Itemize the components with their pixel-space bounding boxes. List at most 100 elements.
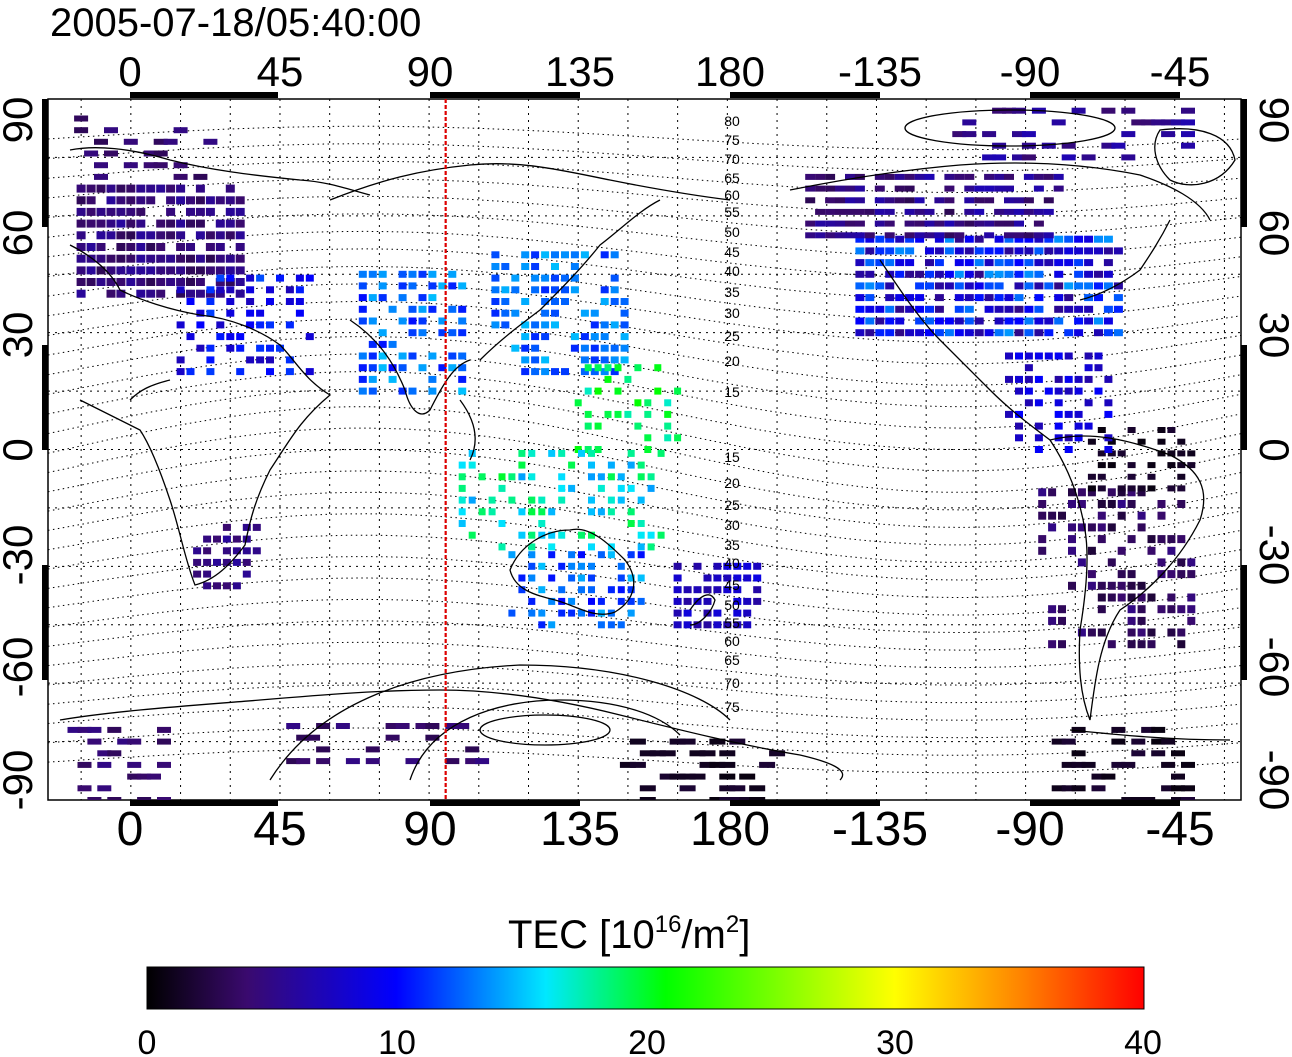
tec-cell <box>1177 485 1186 492</box>
tec-cell <box>276 274 284 282</box>
tec-cell <box>1094 317 1103 325</box>
tec-cell <box>76 243 86 251</box>
tec-cell <box>1044 329 1054 337</box>
tec-cell <box>1107 581 1116 590</box>
bottom-lon-label: -135 <box>832 803 928 856</box>
tec-cell <box>1054 317 1064 325</box>
tec-cell <box>285 286 294 294</box>
tec-cell <box>875 282 885 290</box>
tec-cell <box>637 597 645 605</box>
tec-cell <box>1033 232 1044 239</box>
right-lat-label: -90 <box>1251 750 1292 811</box>
tec-cell <box>86 184 96 193</box>
tec-cell <box>875 305 885 313</box>
tec-cell <box>1097 462 1106 469</box>
tec-cell <box>378 294 387 302</box>
tec-cell <box>176 243 186 251</box>
tec-cell <box>855 294 865 302</box>
tec-cell <box>597 484 605 492</box>
tec-cell <box>673 586 682 594</box>
tec-cell <box>116 219 126 228</box>
tec-cell <box>195 207 205 216</box>
tec-cell <box>1167 570 1176 579</box>
tec-cell <box>508 609 516 617</box>
tec-cell <box>528 574 536 582</box>
tec-cell <box>634 399 642 407</box>
tec-cell <box>455 723 470 729</box>
tec-cell <box>1167 485 1176 492</box>
tec-cell <box>974 235 984 243</box>
tec-cell <box>1127 535 1136 544</box>
tec-cell <box>1121 797 1136 800</box>
tec-cell <box>87 797 102 800</box>
left-lat-label: -60 <box>0 637 41 698</box>
tec-cell <box>588 586 595 594</box>
tec-cell <box>235 289 245 298</box>
tec-cell <box>1064 410 1073 418</box>
tec-cell <box>1034 294 1044 302</box>
tec-cell <box>974 317 984 325</box>
tec-cell <box>215 243 225 251</box>
tec-cell <box>604 364 612 372</box>
tec-cell <box>723 621 732 629</box>
tec-cell <box>1054 270 1064 278</box>
tec-cell <box>491 251 500 259</box>
tec-cell <box>904 185 915 192</box>
tec-cell <box>1127 593 1136 602</box>
tec-cell <box>438 282 447 290</box>
tec-cell <box>1087 485 1096 492</box>
contour-label: 20 <box>724 475 740 491</box>
tec-cell <box>1054 375 1063 383</box>
tec-cell <box>964 235 974 243</box>
tec-cell <box>914 208 925 215</box>
tec-cell <box>1141 797 1156 800</box>
tec-cell <box>934 259 944 267</box>
top-lon-label: -135 <box>838 48 922 95</box>
tec-cell <box>408 270 417 278</box>
tec-cell <box>1157 558 1166 567</box>
tec-cell <box>617 484 625 492</box>
tec-cell <box>693 586 702 594</box>
tec-cell <box>222 535 231 543</box>
tec-cell <box>885 329 895 337</box>
tec-cell <box>96 254 106 263</box>
tec-cell <box>749 785 766 792</box>
tec-cell <box>156 254 166 263</box>
tec-cell <box>488 496 496 504</box>
tec-cell <box>1021 131 1036 138</box>
tec-cell <box>584 446 592 453</box>
tec-cell <box>905 270 915 278</box>
tec-cell <box>604 375 612 383</box>
tec-cell <box>1074 235 1084 243</box>
contour-label: 30 <box>724 305 740 321</box>
tec-cell <box>398 352 407 360</box>
tec-cell <box>743 621 752 629</box>
tec-cell <box>627 508 635 516</box>
tec-cell <box>1087 546 1096 555</box>
tec-cell <box>588 461 595 469</box>
tec-cell <box>1024 399 1033 407</box>
tec-cell <box>915 294 925 302</box>
tec-cell <box>1054 305 1064 313</box>
tec-cell <box>511 274 520 282</box>
tec-cell <box>137 797 152 800</box>
tec-cell <box>86 278 96 286</box>
tec-cell <box>627 461 635 469</box>
tec-cell <box>1097 500 1106 508</box>
tec-cell <box>597 609 605 617</box>
tec-cell <box>345 758 360 765</box>
tec-cell <box>1033 185 1044 192</box>
tec-cell <box>1004 173 1014 180</box>
tec-cell <box>739 797 756 800</box>
tec-cell <box>531 344 540 352</box>
tec-cell <box>1177 500 1186 508</box>
tec-cell <box>1084 317 1094 325</box>
tec-cell <box>458 461 466 469</box>
tec-cell <box>195 278 205 286</box>
tec-cell <box>600 333 609 341</box>
tec-cell <box>719 785 736 792</box>
tec-cell <box>644 434 652 442</box>
tec-cell <box>86 196 96 205</box>
tec-cell <box>1097 511 1106 520</box>
tec-cell <box>538 531 546 539</box>
